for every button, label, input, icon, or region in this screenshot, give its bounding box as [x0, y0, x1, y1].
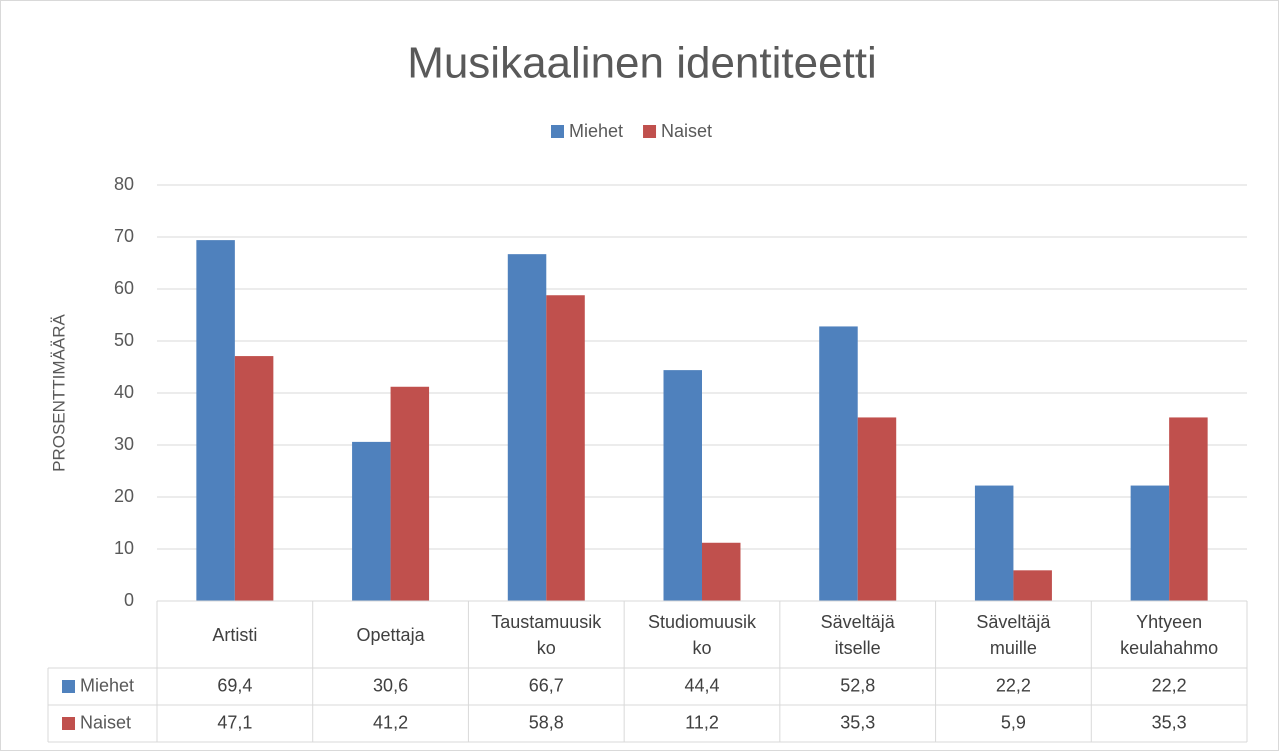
y-tick-label: 20 — [114, 486, 134, 506]
x-tick-label: Säveltäjä muille — [976, 611, 1051, 658]
x-tick-label: Studiomuusikko — [647, 611, 757, 658]
legend-swatch — [551, 125, 564, 138]
table-row-label: Naiset — [80, 712, 131, 732]
bar — [390, 386, 430, 601]
x-tick-label: Artisti — [212, 624, 258, 645]
bar — [546, 295, 585, 601]
bar — [352, 441, 391, 601]
y-tick-label: 10 — [114, 538, 134, 558]
legend-swatch — [62, 717, 75, 730]
bar — [663, 370, 702, 601]
x-tick-label: Säveltäjä itselle — [820, 611, 895, 658]
y-tick-label: 70 — [114, 226, 134, 246]
data-label: 69,4 — [217, 675, 252, 695]
bar — [819, 326, 858, 601]
legend-swatch — [643, 125, 657, 138]
data-label: 35,3 — [1152, 712, 1187, 732]
y-tick-label: 50 — [114, 330, 134, 350]
data-label: 22,2 — [1152, 675, 1187, 695]
data-label: 35,3 — [840, 712, 875, 732]
data-label: 41,2 — [373, 712, 408, 732]
bar — [234, 356, 274, 601]
y-axis-label: PROSENTTIMÄÄRÄ — [49, 313, 68, 471]
data-label: 22,2 — [996, 675, 1031, 695]
legend-label: Naiset — [661, 121, 712, 141]
legend-label: Miehet — [569, 121, 623, 141]
data-label: 52,8 — [840, 675, 875, 695]
bar — [507, 254, 547, 601]
y-tick-label: 60 — [114, 278, 134, 298]
bar — [1013, 570, 1052, 601]
bar — [1169, 417, 1208, 601]
table-row-label: Miehet — [80, 675, 134, 695]
y-tick-label: 0 — [124, 590, 134, 610]
x-tick-label: Opettaja — [356, 624, 425, 645]
legend-swatch — [62, 680, 75, 693]
bar — [857, 417, 897, 601]
y-tick-label: 30 — [114, 434, 134, 454]
bar — [1130, 485, 1170, 601]
y-tick-label: 40 — [114, 382, 134, 402]
data-label: 66,7 — [529, 675, 564, 695]
data-label: 47,1 — [217, 712, 252, 732]
data-label: 11,2 — [685, 712, 719, 732]
data-label: 30,6 — [373, 675, 408, 695]
chart-title: Musikaalinen identiteetti — [407, 39, 877, 88]
bar — [702, 542, 741, 601]
data-label: 44,4 — [684, 675, 719, 695]
data-label: 5,9 — [1001, 712, 1026, 732]
x-tick-label: Taustamuusikko — [491, 611, 602, 658]
bar — [196, 240, 235, 601]
bar — [974, 485, 1014, 601]
data-label: 58,8 — [529, 712, 564, 732]
y-tick-label: 80 — [114, 174, 134, 194]
x-tick-label: Yhtyeen keulahahmo — [1120, 611, 1219, 658]
